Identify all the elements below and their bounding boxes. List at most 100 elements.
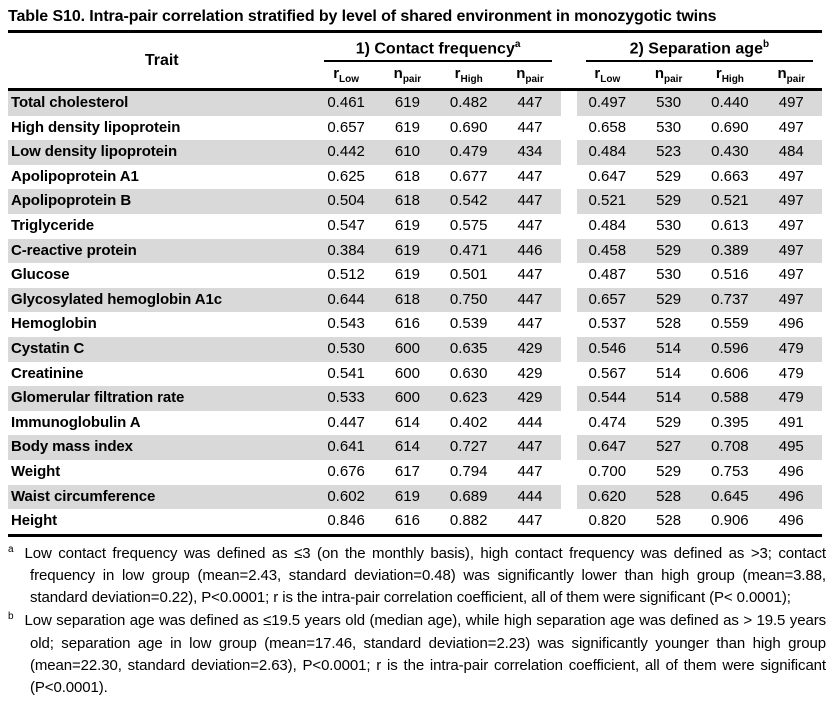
value-cell: 0.657 — [327, 118, 365, 136]
footnote-ref-b: b — [762, 38, 770, 50]
table-row: Immunoglobulin A 0.447 614 0.402 444 0.474 529… — [8, 410, 822, 436]
column-spacer — [560, 459, 577, 485]
value-cell: 0.482 — [438, 89, 500, 116]
group-underline: 1) Contact frequencya — [324, 39, 552, 62]
value-cell: 529 — [656, 413, 682, 431]
value-cell: 496 — [778, 512, 804, 530]
trait-cell: Apolipoprotein A1 — [11, 167, 139, 185]
value-cell: 0.690 — [711, 118, 749, 136]
value-cell: 479 — [778, 364, 804, 382]
value-cell: 0.647 — [576, 435, 638, 460]
value-cell: 447 — [499, 89, 561, 116]
value-cell: 0.530 — [315, 336, 377, 362]
value-cell: 447 — [517, 512, 543, 530]
trait-cell: Apolipoprotein B — [8, 189, 316, 214]
trait-column-header: Trait — [8, 31, 316, 91]
value-cell: 0.620 — [576, 484, 638, 510]
value-cell: 0.727 — [438, 435, 500, 460]
value-cell: 0.882 — [449, 512, 488, 530]
group-header-contact-frequency: 1) Contact frequencya — [315, 32, 560, 62]
value-cell: 619 — [376, 238, 439, 264]
column-spacer — [560, 361, 577, 387]
subheader-r-low: rLow — [576, 62, 638, 91]
value-cell: 610 — [376, 140, 439, 165]
value-cell: 497 — [760, 89, 822, 116]
trait-cell: Total cholesterol — [8, 89, 316, 116]
value-cell: 0.543 — [327, 315, 365, 333]
value-cell: 429 — [499, 336, 561, 362]
value-cell: 434 — [499, 140, 561, 165]
table-row: High density lipoprotein 0.657 619 0.690 447… — [8, 115, 822, 141]
table-row: Cystatin C 0.530 600 0.635 429 0.546 514 0.596 4… — [8, 336, 822, 362]
value-cell: 447 — [517, 462, 543, 480]
value-cell: 497 — [778, 216, 804, 234]
value-cell: 447 — [517, 216, 543, 234]
value-cell: 447 — [517, 315, 543, 333]
value-cell: 0.645 — [699, 484, 761, 510]
table-row: Hemoglobin 0.543 616 0.539 447 0.537 528 0.559 4… — [8, 312, 822, 337]
value-cell: 0.596 — [699, 336, 761, 362]
value-cell: 0.542 — [438, 189, 500, 214]
value-cell: 0.635 — [438, 336, 500, 362]
table-row: C-reactive protein 0.384 619 0.471 446 0.458 5… — [8, 238, 822, 264]
value-cell: 527 — [637, 435, 700, 460]
value-cell: 479 — [760, 336, 822, 362]
value-cell: 0.544 — [576, 386, 638, 411]
value-cell: 0.389 — [699, 238, 761, 264]
trait-cell: Glomerular filtration rate — [8, 386, 316, 411]
value-cell: 429 — [517, 364, 543, 382]
trait-cell: Immunoglobulin A — [11, 413, 141, 431]
column-spacer — [560, 312, 577, 337]
value-cell: 530 — [637, 89, 700, 116]
value-cell: 0.663 — [711, 167, 749, 185]
value-cell: 0.625 — [327, 167, 365, 185]
value-cell: 530 — [656, 118, 682, 136]
value-cell: 497 — [760, 238, 822, 264]
value-cell: 0.737 — [699, 287, 761, 313]
value-cell: 0.820 — [588, 512, 627, 530]
table-row: Glucose 0.512 619 0.501 447 0.487 530 0.516 497 — [8, 263, 822, 288]
value-cell: 0.602 — [315, 484, 377, 510]
footnote-a: a Low contact frequency was defined as ≤3… — [8, 543, 826, 610]
value-cell: 0.630 — [449, 364, 488, 382]
value-cell: 600 — [394, 364, 420, 382]
value-cell: 0.501 — [449, 266, 488, 284]
group-underline: 2) Separation ageb — [585, 38, 813, 62]
value-cell: 514 — [656, 364, 682, 382]
value-cell: 0.641 — [315, 435, 377, 460]
group-header-row: Trait 1) Contact frequencya 2) Separatio… — [8, 31, 822, 91]
value-cell: 529 — [637, 287, 700, 313]
column-spacer — [560, 263, 577, 288]
value-cell: 529 — [637, 238, 700, 264]
value-cell: 495 — [760, 435, 822, 460]
column-spacer — [560, 89, 577, 116]
value-cell: 0.623 — [438, 386, 500, 411]
value-cell: 0.497 — [576, 89, 638, 116]
value-cell: 0.708 — [699, 435, 761, 460]
value-cell: 529 — [656, 167, 682, 185]
value-cell: 497 — [778, 167, 804, 185]
value-cell: 484 — [760, 140, 822, 165]
value-cell: 497 — [760, 287, 822, 313]
value-cell: 0.700 — [588, 462, 627, 480]
trait-cell: Waist circumference — [8, 484, 316, 510]
value-cell: 0.690 — [449, 118, 488, 136]
value-cell: 429 — [499, 386, 561, 411]
trait-cell: Creatinine — [11, 364, 84, 382]
value-cell: 0.458 — [576, 238, 638, 264]
footnote-text: Low separation age was defined as ≤19.5 … — [24, 612, 826, 696]
trait-cell: Glucose — [11, 266, 70, 284]
value-cell: 0.533 — [315, 386, 377, 411]
value-cell: 0.750 — [438, 287, 500, 313]
trait-cell: Height — [11, 512, 58, 530]
table-row: Triglyceride 0.547 619 0.575 447 0.484 530 0.61… — [8, 213, 822, 239]
value-cell: 0.676 — [327, 462, 365, 480]
value-cell: 0.588 — [699, 386, 761, 411]
value-cell: 0.644 — [315, 287, 377, 313]
footnote-b: b Low separation age was defined as ≤19.5… — [8, 610, 826, 699]
subheader-r-low: rLow — [315, 62, 377, 91]
value-cell: 614 — [394, 413, 420, 431]
column-spacer — [560, 386, 577, 411]
value-cell: 0.846 — [327, 512, 365, 530]
value-cell: 0.474 — [588, 413, 627, 431]
